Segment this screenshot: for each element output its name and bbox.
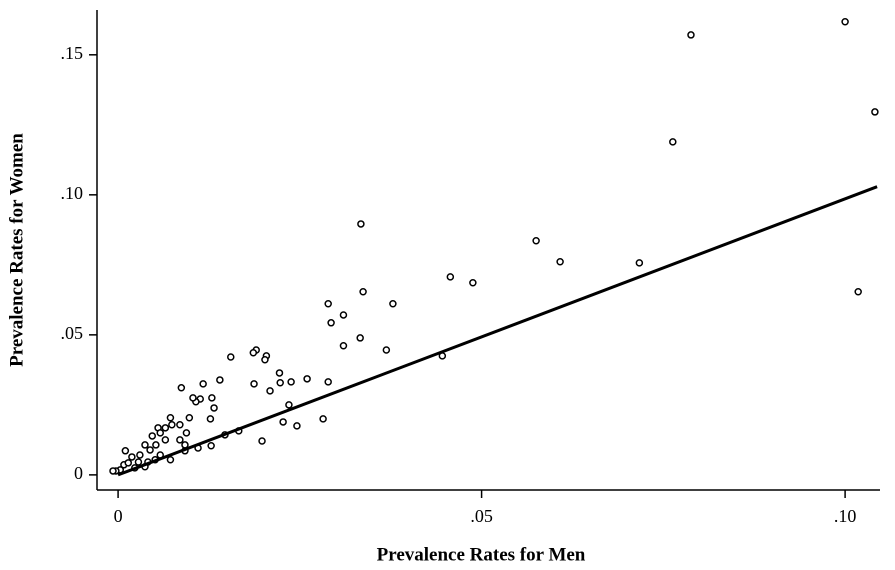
point [176,436,184,444]
point [285,401,293,409]
point [176,420,184,429]
x-tick-label: .05 [470,506,493,526]
point [359,287,367,296]
point [121,447,130,455]
point [303,375,311,383]
point [189,394,197,402]
point [532,237,540,245]
point [136,451,144,459]
point [210,404,218,412]
point [841,18,849,26]
point [446,273,455,281]
point [208,394,216,402]
x-tick-label: 0 [114,506,123,526]
point [287,378,295,386]
point [148,432,157,440]
point [854,287,862,296]
point [258,437,266,445]
point [382,346,391,354]
fit-line [117,185,878,477]
y-tick-label: .10 [61,183,84,203]
point [161,424,170,432]
point [324,378,332,386]
point [469,279,477,287]
point [207,442,215,450]
point [339,311,348,319]
y-tick-label: .15 [61,43,84,63]
point [182,429,191,437]
point [206,415,215,423]
point [141,441,149,449]
point [669,138,677,146]
point [146,446,154,454]
point [276,378,284,387]
point [389,300,397,308]
point [293,422,301,430]
point [275,369,284,377]
point [261,356,269,364]
x-tick-label: .10 [834,506,857,526]
point [109,467,117,475]
point [556,258,564,266]
point [266,387,274,395]
point [156,429,165,437]
point [279,418,287,426]
point [185,413,194,422]
point [227,353,235,361]
point [166,456,175,464]
point [134,458,143,466]
point [128,453,136,461]
point [324,300,332,308]
point [199,380,207,388]
point [161,436,170,444]
point [339,342,348,350]
point [181,441,189,449]
point [177,384,186,392]
point [319,415,327,423]
y-tick-label: .05 [61,323,84,343]
point [687,31,695,39]
point [356,334,364,342]
point [166,413,175,422]
point [124,459,133,467]
x-axis-title: Prevalence Rates for Men [377,544,586,565]
y-tick-label: 0 [74,463,83,483]
point [250,380,258,388]
point [216,376,224,384]
point [249,349,258,357]
point [152,441,160,449]
point [871,108,879,116]
point [168,420,176,429]
point [635,259,644,267]
y-axis-title: Prevalence Rates for Women [6,133,27,367]
point [357,220,365,228]
point [327,319,335,327]
